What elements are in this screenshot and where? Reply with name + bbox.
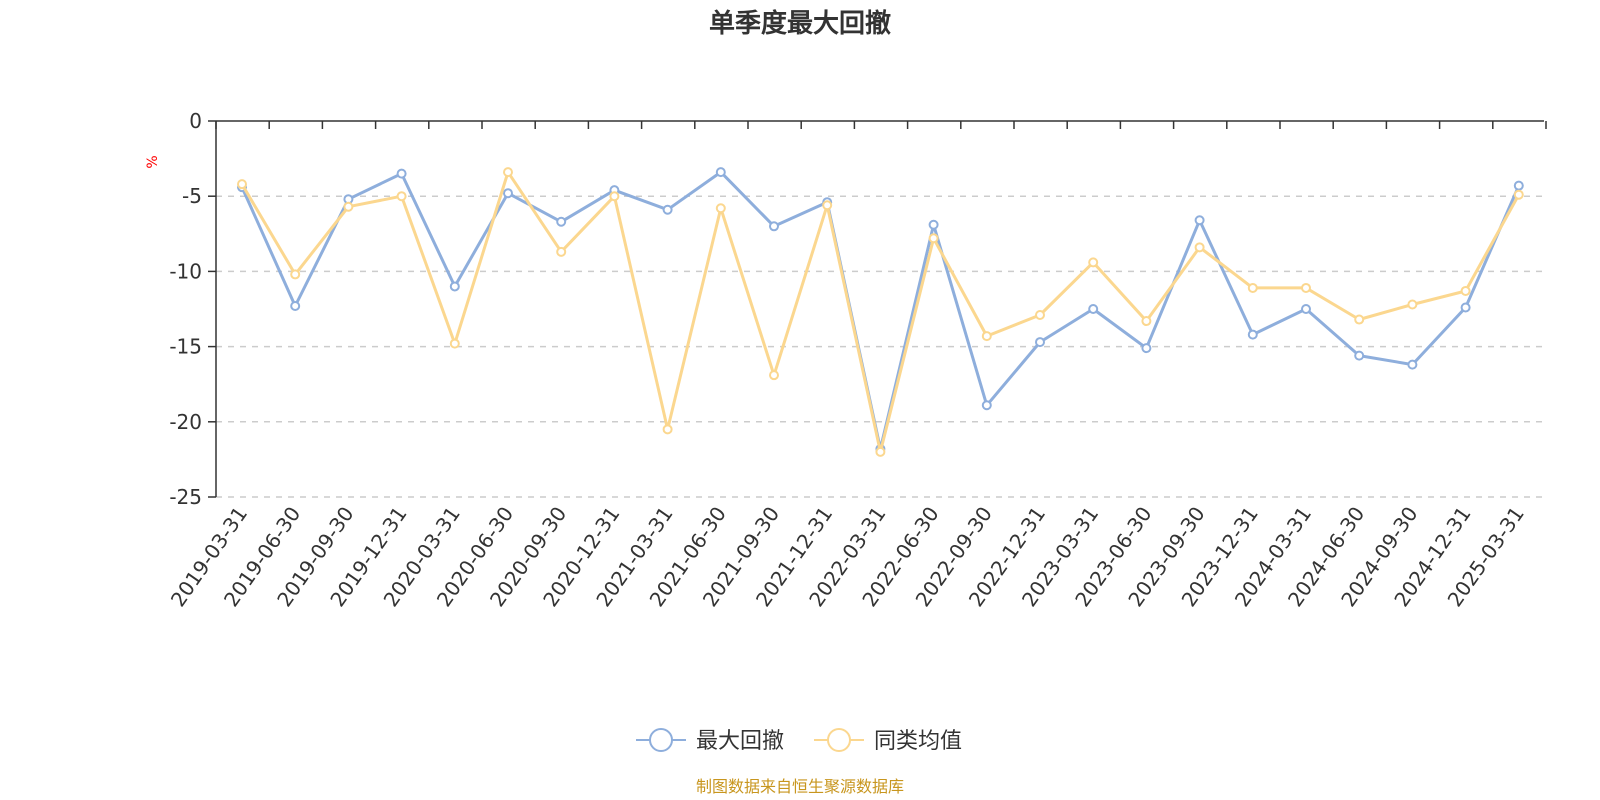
legend-label: 最大回撤 xyxy=(696,729,784,754)
data-point[interactable] xyxy=(1513,180,1524,191)
data-point[interactable] xyxy=(981,331,992,342)
y-tick-label: -20 xyxy=(169,410,202,434)
y-tick-label: -15 xyxy=(169,335,202,359)
legend-marker-icon xyxy=(649,728,673,752)
data-point[interactable] xyxy=(928,219,939,230)
data-point[interactable] xyxy=(556,246,567,257)
data-point[interactable] xyxy=(1088,304,1099,314)
data-point[interactable] xyxy=(1513,189,1524,200)
y-axis-unit-label: % xyxy=(145,155,161,168)
data-point[interactable] xyxy=(928,233,939,244)
legend-item-2[interactable]: 同类均值 xyxy=(814,728,962,754)
data-point[interactable] xyxy=(1141,316,1152,327)
data-point[interactable] xyxy=(1141,343,1152,354)
data-point[interactable] xyxy=(1460,302,1471,313)
data-point[interactable] xyxy=(556,216,567,227)
data-point[interactable] xyxy=(1088,257,1099,268)
data-point[interactable] xyxy=(290,300,301,311)
data-point[interactable] xyxy=(237,179,247,190)
y-tick-label: 0 xyxy=(189,109,202,133)
data-point[interactable] xyxy=(1301,304,1311,314)
chart-title: 单季度最大回撤 xyxy=(709,8,891,39)
data-point[interactable] xyxy=(396,168,407,179)
source-note: 制图数据来自恒生聚源数据库 xyxy=(696,777,904,796)
data-point[interactable] xyxy=(1407,299,1418,310)
series-line xyxy=(240,170,1521,454)
series-2 xyxy=(237,167,1524,457)
data-point[interactable] xyxy=(1247,329,1258,340)
data-point[interactable] xyxy=(1194,242,1205,253)
data-point[interactable] xyxy=(1247,282,1258,293)
data-point[interactable] xyxy=(1194,215,1205,226)
data-point[interactable] xyxy=(822,200,833,211)
legend[interactable]: 最大回撤 同类均值 xyxy=(636,728,962,754)
data-point[interactable] xyxy=(449,338,460,349)
data-point[interactable] xyxy=(1460,285,1471,296)
data-point[interactable] xyxy=(1301,282,1311,293)
data-point[interactable] xyxy=(1035,310,1045,321)
legend-label: 同类均值 xyxy=(874,729,962,754)
data-point[interactable] xyxy=(396,191,407,202)
data-point[interactable] xyxy=(449,281,460,292)
data-point[interactable] xyxy=(1407,359,1418,370)
series-line xyxy=(240,170,1521,451)
y-tick-label: -10 xyxy=(169,259,202,283)
series-lines xyxy=(237,167,1524,457)
data-point[interactable] xyxy=(875,446,886,457)
legend-item-1[interactable]: 最大回撤 xyxy=(636,728,784,754)
data-point[interactable] xyxy=(1035,337,1045,348)
grid-lines xyxy=(216,195,1544,498)
data-point[interactable] xyxy=(715,203,726,214)
data-point[interactable] xyxy=(290,269,301,280)
data-point[interactable] xyxy=(503,167,513,178)
legend-marker-icon xyxy=(827,728,851,752)
y-tick-label: -5 xyxy=(182,184,202,208)
axes: 0-5-10-15-20-252019-03-312019-06-302019-… xyxy=(166,109,1547,611)
data-point[interactable] xyxy=(769,370,779,381)
data-point[interactable] xyxy=(662,424,673,435)
data-point[interactable] xyxy=(769,221,779,232)
data-point[interactable] xyxy=(503,188,513,199)
y-tick-label: -25 xyxy=(169,485,202,509)
data-point[interactable] xyxy=(981,400,992,411)
data-point[interactable] xyxy=(1354,314,1365,325)
data-point[interactable] xyxy=(662,204,673,215)
data-point[interactable] xyxy=(715,167,726,178)
data-point[interactable] xyxy=(609,191,620,202)
data-point[interactable] xyxy=(1354,350,1365,361)
series-1 xyxy=(237,167,1524,454)
data-point[interactable] xyxy=(343,201,354,212)
